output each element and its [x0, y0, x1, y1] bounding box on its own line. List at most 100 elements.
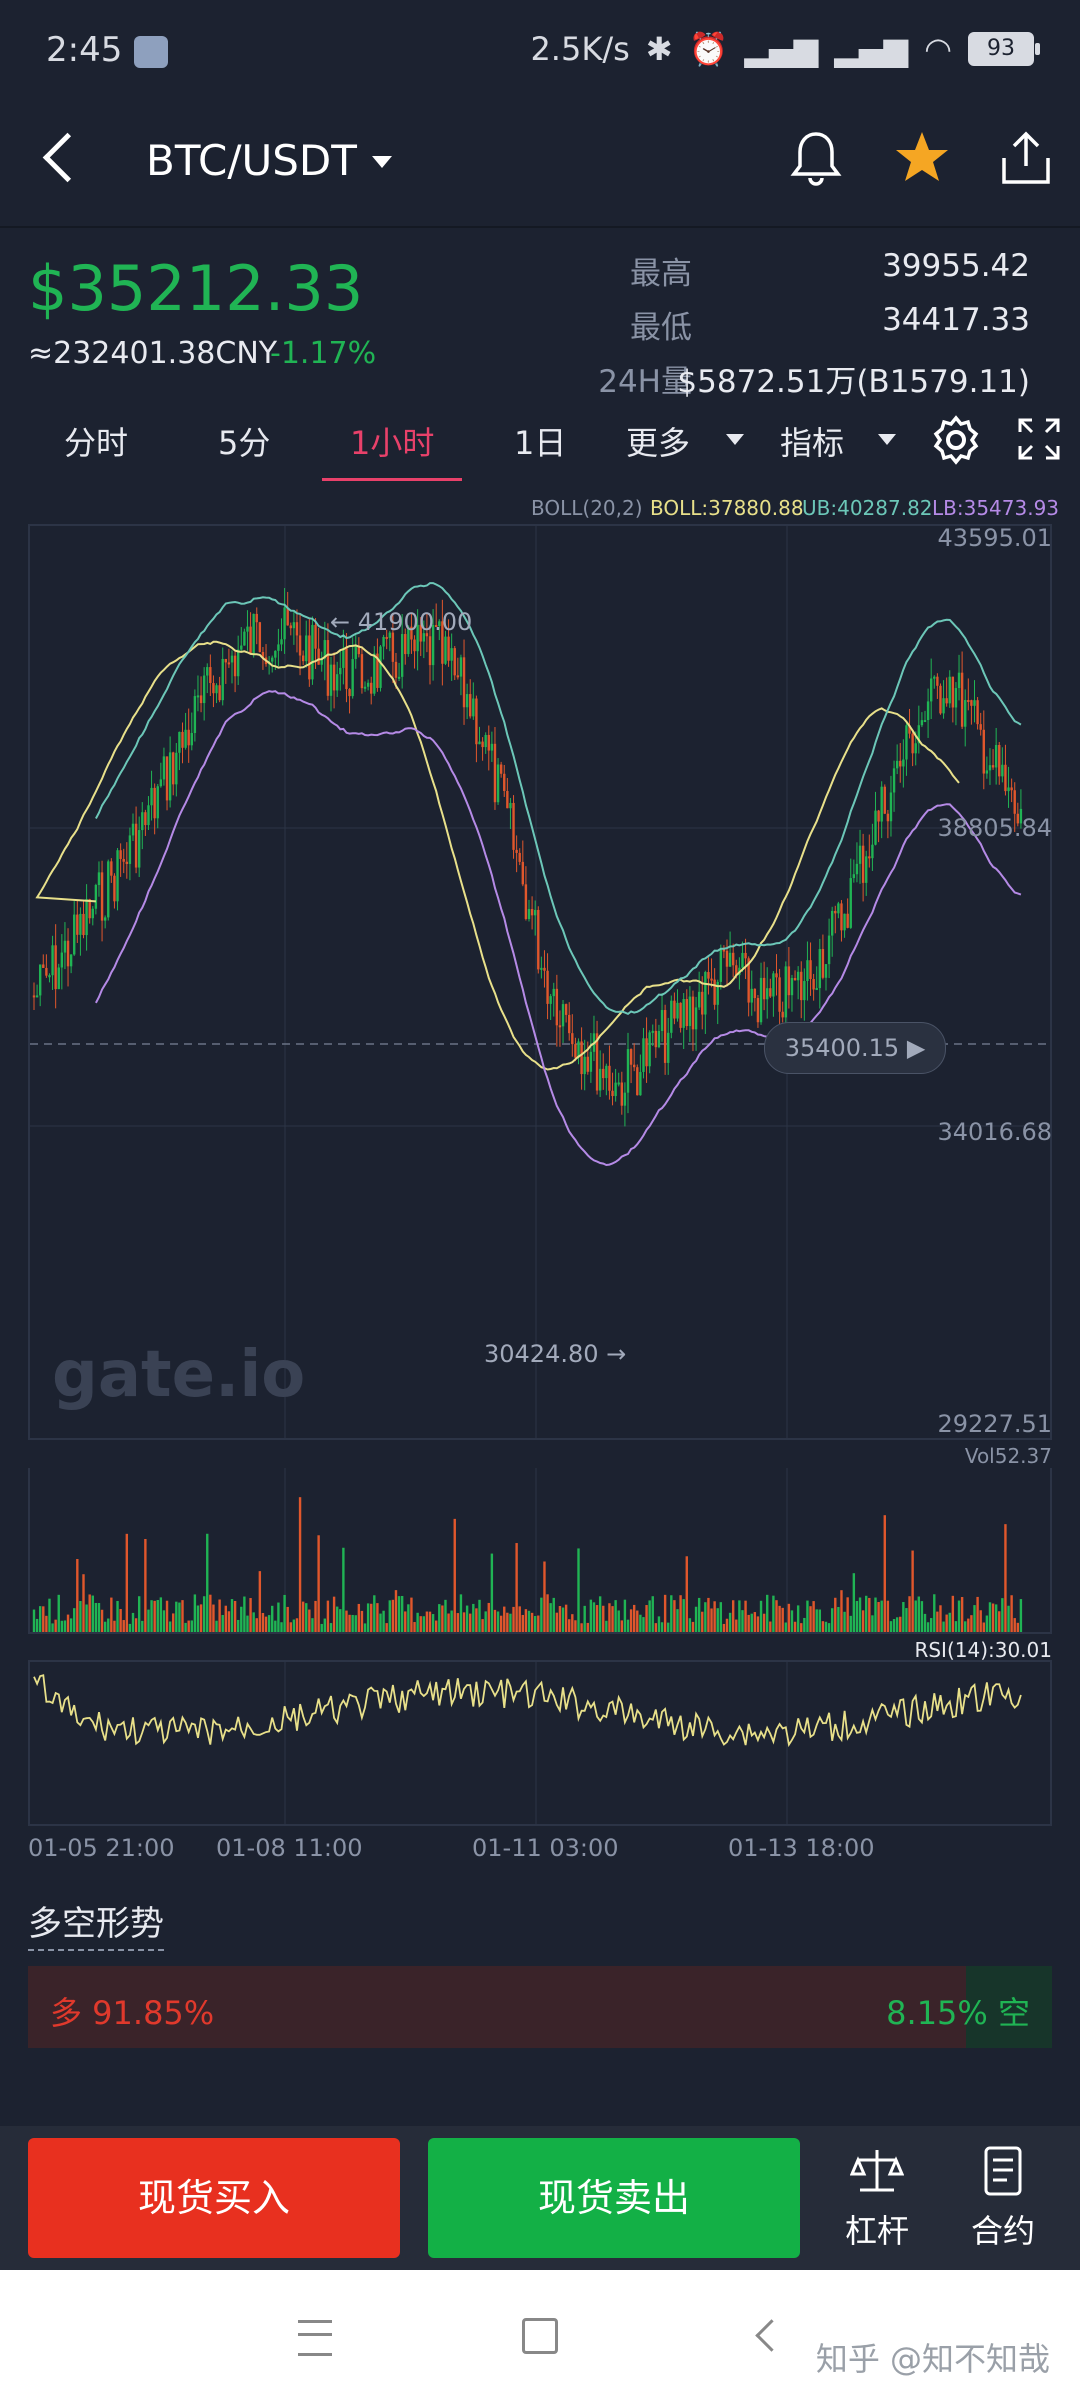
candle-body	[165, 756, 169, 801]
candle-body	[929, 678, 933, 702]
leverage-button[interactable]: 杠杆	[822, 2144, 932, 2252]
candle-body	[243, 631, 246, 646]
bell-icon[interactable]	[786, 128, 846, 188]
candle-body	[125, 861, 129, 864]
candle-body	[561, 1004, 565, 1027]
volume-bar	[376, 1603, 379, 1632]
candle-body	[240, 645, 243, 650]
candle-body	[787, 966, 791, 996]
volume-bar	[533, 1616, 537, 1632]
candle-body	[119, 850, 122, 859]
indicator-caret-icon[interactable]	[878, 434, 896, 445]
candle-body	[954, 688, 958, 708]
candle-body	[865, 856, 868, 883]
volume-bar	[790, 1610, 794, 1632]
candle-body	[128, 835, 132, 864]
candle-body	[803, 981, 806, 1001]
volume-bar	[261, 1612, 265, 1632]
candle-body	[781, 1011, 784, 1018]
candle-body	[172, 752, 175, 785]
candle-body	[215, 685, 218, 694]
candle-body	[530, 909, 534, 916]
volume-bar	[861, 1610, 865, 1632]
candlestick-chart[interactable]	[28, 524, 1052, 1440]
volume-bar	[905, 1608, 908, 1632]
sentiment-bar	[28, 1966, 1052, 2048]
candle-body	[629, 1049, 633, 1065]
volume-bar	[738, 1600, 741, 1632]
candle-body	[134, 823, 138, 868]
candle-body	[51, 945, 54, 976]
volume-bar	[982, 1622, 985, 1632]
spot-buy-button[interactable]: 现货买入	[28, 2138, 400, 2258]
candle-body	[472, 698, 475, 717]
tab-indicator[interactable]: 指标	[780, 424, 845, 462]
volume-bar	[716, 1608, 719, 1632]
candle-body	[441, 621, 444, 664]
volume-bar	[397, 1596, 401, 1632]
volume-bar	[667, 1622, 670, 1632]
volume-bar	[42, 1606, 45, 1632]
volume-bar	[592, 1602, 596, 1632]
volume-bar	[1013, 1618, 1016, 1632]
candle-body	[342, 648, 345, 668]
volume-bar	[190, 1620, 193, 1632]
volume-bar	[673, 1600, 676, 1632]
volume-bar	[979, 1610, 982, 1632]
volume-bar	[503, 1606, 506, 1632]
tab-more[interactable]: 更多	[626, 424, 691, 462]
candle-body	[515, 849, 518, 853]
volume-bar	[855, 1600, 859, 1632]
back-nav-icon[interactable]	[755, 2319, 788, 2352]
back-icon[interactable]	[42, 132, 93, 183]
candle-body	[620, 1082, 624, 1106]
volume-bar	[311, 1618, 314, 1632]
contract-button[interactable]: 合约	[948, 2144, 1058, 2252]
candle-body	[985, 770, 989, 774]
volume-bar	[450, 1610, 453, 1632]
more-caret-icon[interactable]	[726, 434, 744, 445]
spot-sell-button[interactable]: 现货卖出	[428, 2138, 800, 2258]
candle-body	[76, 914, 79, 935]
current-price-tag[interactable]: 35400.15 ▶	[764, 1022, 946, 1074]
volume-bar	[193, 1594, 197, 1632]
candle-body	[175, 752, 178, 785]
tab-5min[interactable]: 5分	[218, 424, 271, 462]
candle-body	[725, 950, 729, 967]
signal-icon: ▂▄▆	[744, 30, 819, 68]
tab-1hour[interactable]: 1小时	[350, 424, 435, 462]
candle-body	[892, 768, 896, 793]
candle-body	[923, 720, 927, 723]
candle-body	[249, 626, 252, 654]
chevron-down-icon[interactable]	[372, 156, 392, 168]
x-label-3: 01-11 03:00	[472, 1834, 619, 1862]
volume-bar	[404, 1611, 407, 1632]
volume-bar	[271, 1605, 274, 1632]
star-icon[interactable]	[892, 128, 952, 188]
volume-bar	[289, 1622, 292, 1632]
candle-body	[1016, 813, 1020, 824]
volume-bar	[679, 1595, 682, 1632]
candle-body	[849, 878, 852, 928]
candle-body	[809, 960, 812, 980]
fullscreen-icon[interactable]	[1016, 416, 1062, 462]
candle-body	[790, 978, 794, 996]
home-icon[interactable]	[522, 2318, 558, 2354]
tab-1day[interactable]: 1日	[514, 424, 567, 462]
candle-body	[212, 683, 215, 694]
volume-bar	[48, 1598, 51, 1632]
volume-bar	[775, 1600, 778, 1632]
candle-body	[731, 952, 735, 966]
volume-bar	[781, 1607, 784, 1632]
volume-bar	[212, 1604, 215, 1632]
candle-body	[196, 695, 200, 698]
gear-icon[interactable]	[930, 414, 982, 466]
tab-timeshare[interactable]: 分时	[64, 424, 129, 462]
pair-selector[interactable]: BTC/USDT	[146, 136, 357, 185]
candle-body	[580, 1041, 583, 1075]
candle-body	[184, 729, 187, 748]
menu-icon[interactable]	[298, 2320, 332, 2356]
volume-bar	[654, 1623, 658, 1632]
volume-bar	[394, 1590, 398, 1632]
share-icon[interactable]	[996, 128, 1056, 188]
